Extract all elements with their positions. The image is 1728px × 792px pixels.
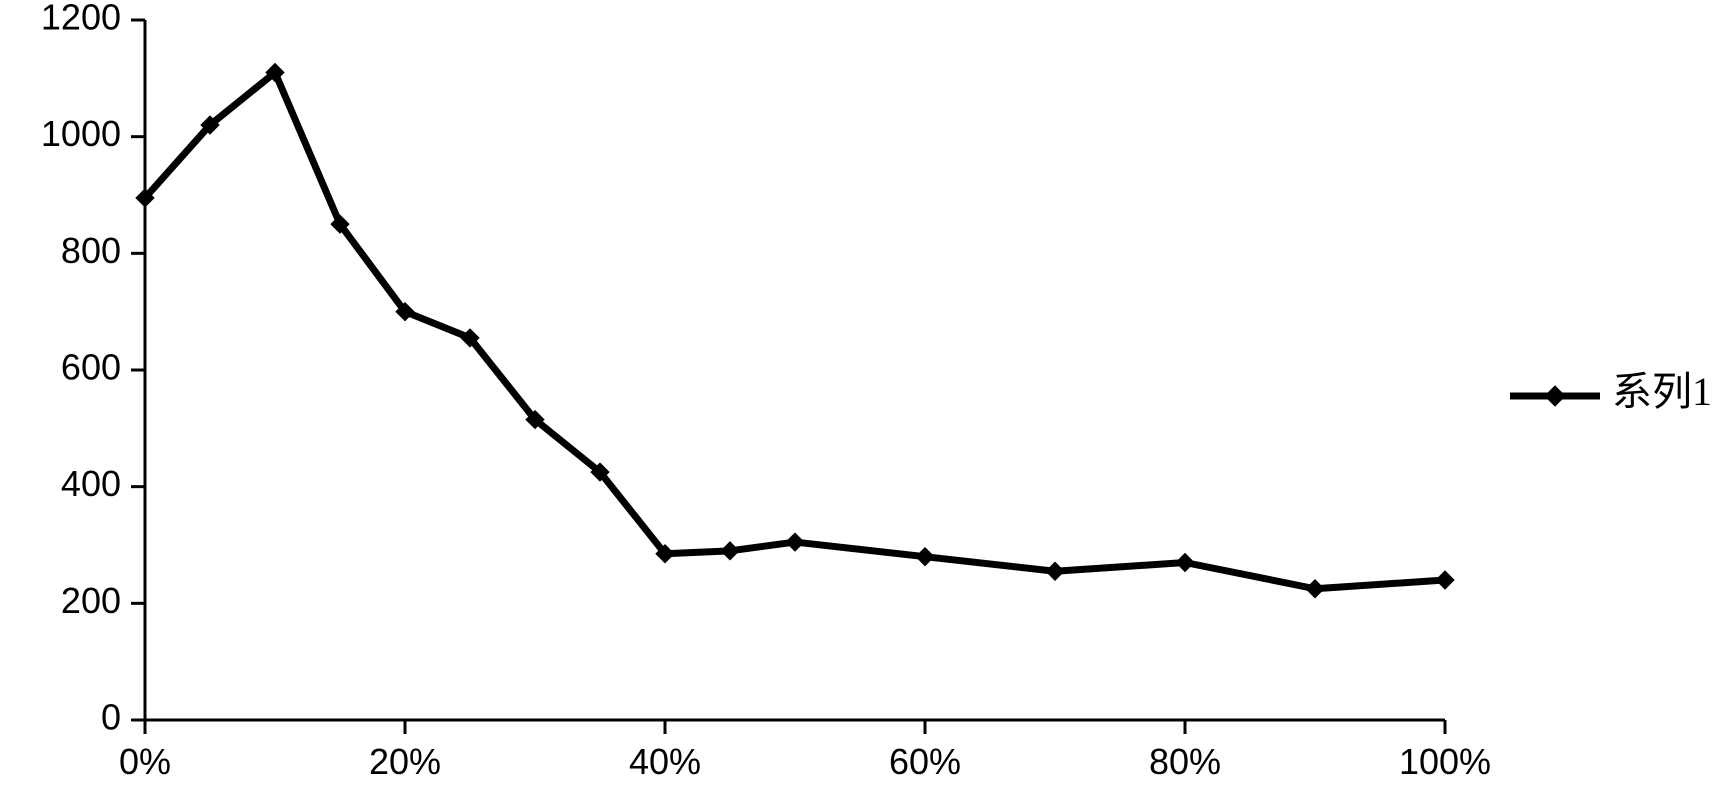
y-tick-label: 1200 [41,0,121,38]
y-tick-label: 600 [61,347,121,388]
y-tick-label: 800 [61,230,121,271]
legend-label: 系列1 [1612,369,1712,414]
x-tick-label: 40% [629,741,701,782]
line-chart: 0 200 400 600 800 1000 1200 0% 20% 40% 60% 80% 100% 系… [0,0,1728,792]
x-tick-label: 20% [369,741,441,782]
x-tick-label: 80% [1149,741,1221,782]
x-tick-label: 0% [119,741,171,782]
y-tick-label: 400 [61,463,121,504]
x-tick-label: 60% [889,741,961,782]
y-tick-label: 1000 [41,113,121,154]
x-tick-label: 100% [1399,741,1491,782]
y-tick-label: 200 [61,580,121,621]
y-tick-label: 0 [101,697,121,738]
